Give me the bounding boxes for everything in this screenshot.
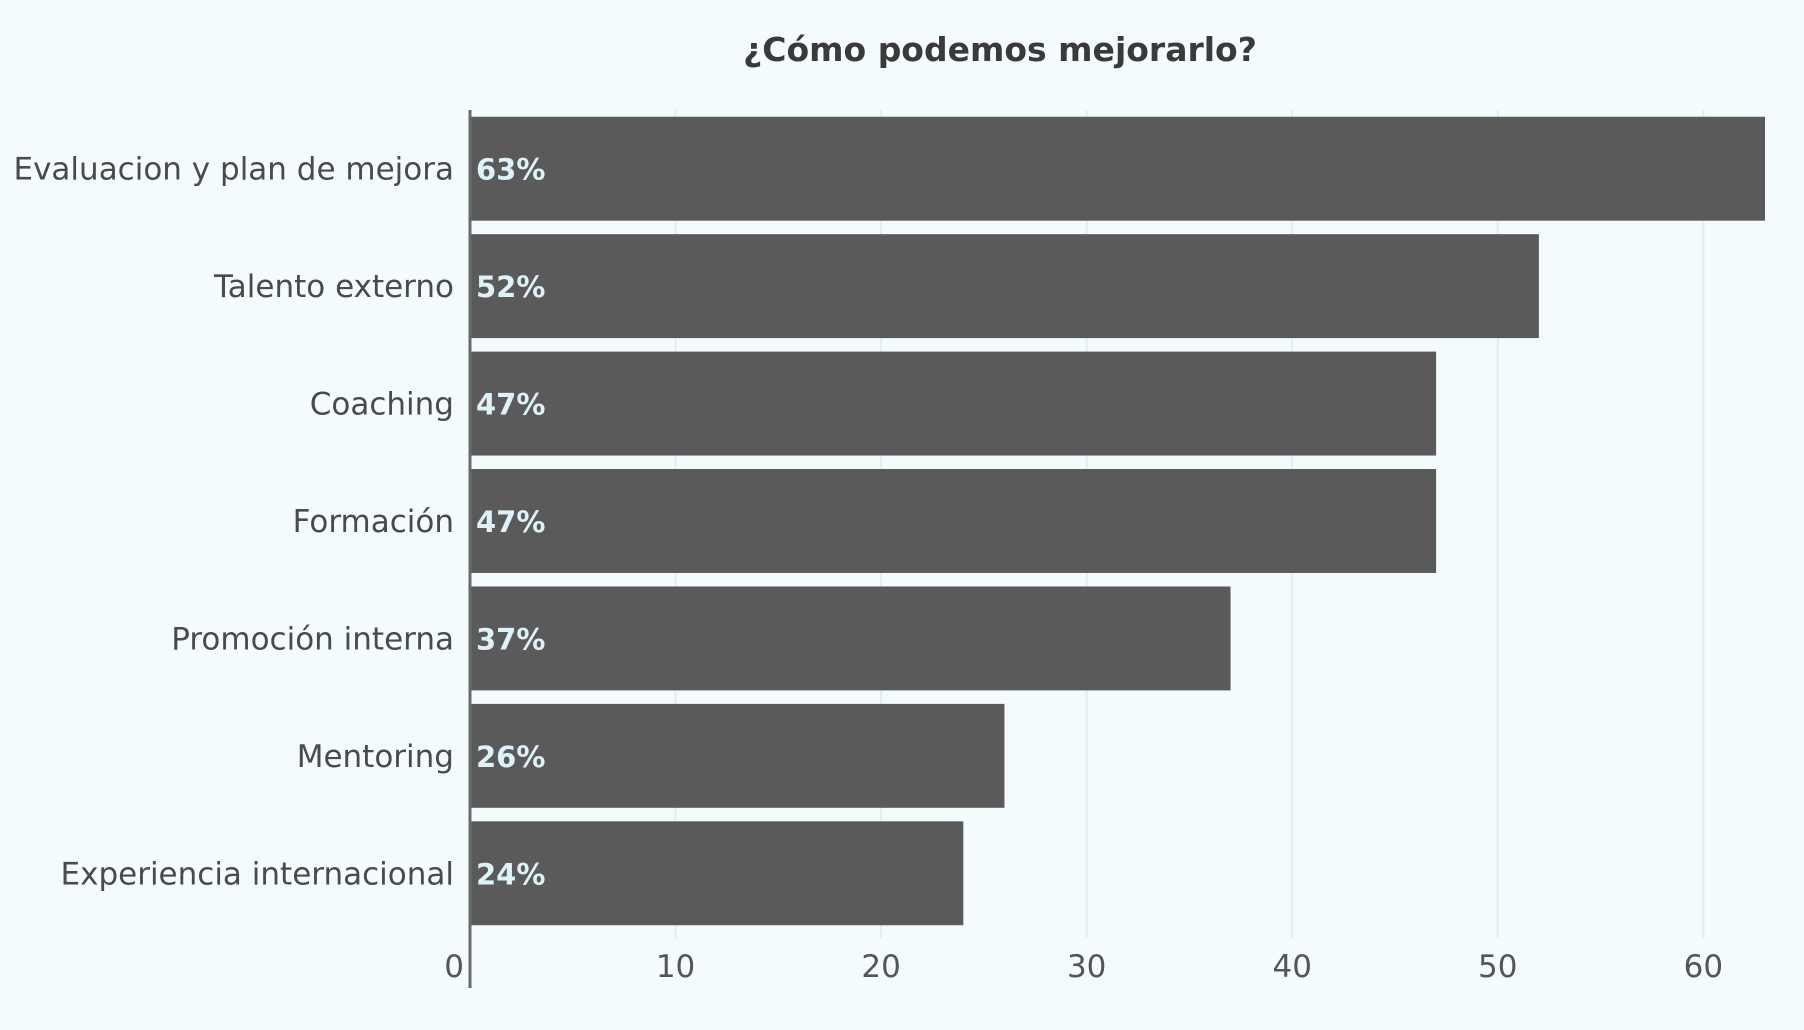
bar-5 bbox=[470, 703, 1005, 808]
x-tick-label-50: 50 bbox=[1478, 949, 1517, 985]
data-label-4: 37% bbox=[476, 622, 545, 656]
x-tick-label-0: 0 bbox=[444, 949, 464, 985]
bar-0 bbox=[470, 116, 1765, 221]
category-label-6: Experiencia internacional bbox=[61, 856, 454, 892]
category-label-0: Evaluacion y plan de mejora bbox=[14, 152, 455, 188]
category-label-5: Mentoring bbox=[297, 739, 454, 775]
category-label-2: Coaching bbox=[310, 387, 454, 423]
data-label-6: 24% bbox=[476, 857, 545, 891]
x-tick-label-10: 10 bbox=[656, 949, 695, 985]
x-tick-label-30: 30 bbox=[1067, 949, 1106, 985]
bar-4 bbox=[470, 586, 1231, 691]
bar-6 bbox=[470, 821, 964, 926]
labels: Evaluacion y plan de mejora 63% Talento ex… bbox=[14, 152, 1724, 985]
bar-1 bbox=[470, 234, 1539, 339]
data-label-5: 26% bbox=[476, 740, 545, 774]
category-label-1: Talento externo bbox=[213, 269, 454, 305]
category-label-4: Promoción interna bbox=[171, 621, 454, 657]
bar-2 bbox=[470, 351, 1437, 456]
data-label-1: 52% bbox=[476, 270, 545, 304]
x-tick-label-20: 20 bbox=[861, 949, 900, 985]
chart-title: ¿Cómo podemos mejorarlo? bbox=[743, 30, 1257, 69]
category-label-3: Formación bbox=[293, 504, 454, 540]
x-tick-label-60: 60 bbox=[1684, 949, 1723, 985]
bar-3 bbox=[470, 469, 1437, 573]
bars bbox=[470, 116, 1765, 926]
data-label-0: 63% bbox=[476, 153, 545, 187]
data-label-2: 47% bbox=[476, 388, 545, 422]
data-label-3: 47% bbox=[476, 505, 545, 539]
x-tick-label-40: 40 bbox=[1272, 949, 1311, 985]
